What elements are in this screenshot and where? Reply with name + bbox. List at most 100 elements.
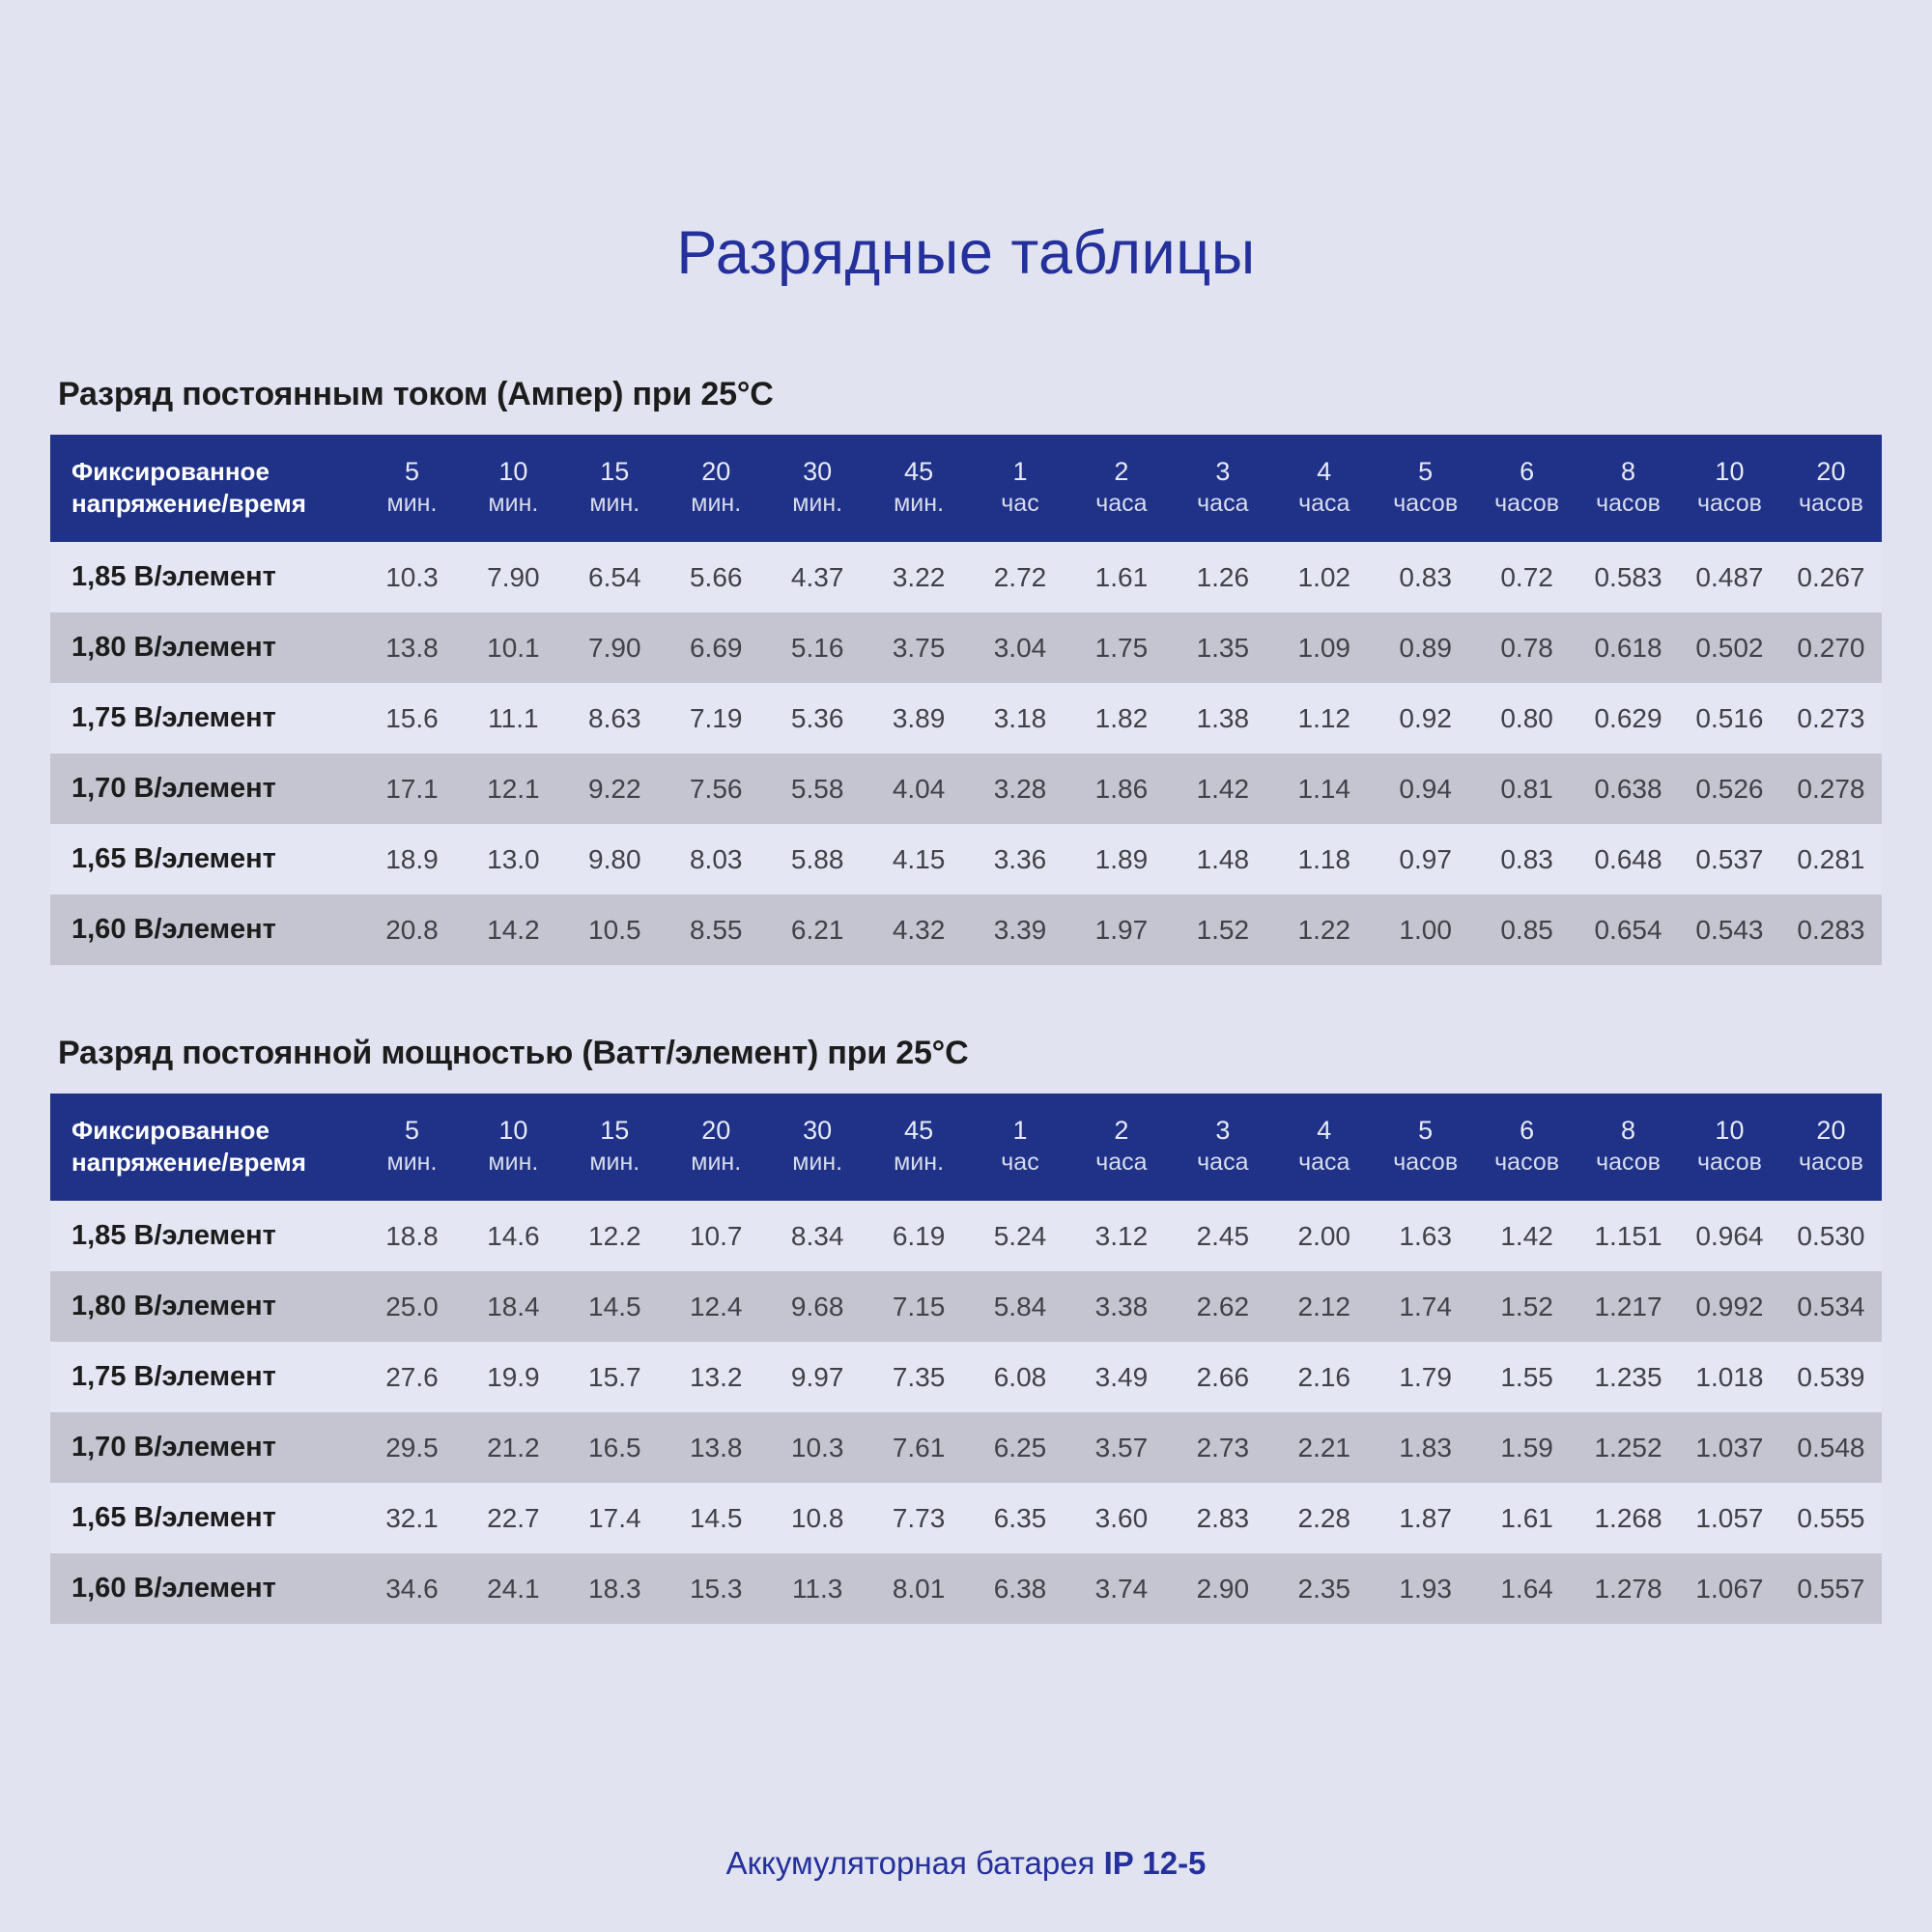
table-cell: 0.94 (1375, 753, 1477, 825)
table-cell: 0.81 (1476, 753, 1578, 825)
table-cell: 2.90 (1172, 1553, 1274, 1625)
table-cell: 10.8 (766, 1483, 868, 1554)
column-header-time-10: 5 часов (1375, 435, 1477, 543)
table-cell: 1.93 (1375, 1553, 1477, 1625)
time-unit: мин. (894, 1149, 945, 1177)
row-label-voltage: 1,75 В/элемент (50, 1342, 361, 1413)
time-number: 3 (1215, 457, 1231, 487)
table-cell: 0.85 (1476, 895, 1578, 966)
table-cell: 2.21 (1273, 1412, 1376, 1484)
table-cell: 2.16 (1273, 1342, 1376, 1413)
table-cell: 24.1 (462, 1553, 564, 1625)
row-label-voltage: 1,60 В/элемент (50, 895, 361, 966)
table-cell: 5.24 (969, 1201, 1071, 1272)
column-header-time-6: 1 час (969, 1094, 1071, 1202)
table-cell: 0.72 (1476, 542, 1578, 613)
table-cell: 20.8 (361, 895, 463, 966)
table-cell: 0.534 (1779, 1271, 1882, 1343)
table-cell: 0.964 (1678, 1201, 1780, 1272)
table-cell: 21.2 (462, 1412, 564, 1484)
time-unit: часов (1696, 490, 1762, 518)
row-label-voltage: 1,70 В/элемент (50, 753, 361, 825)
table-cell: 7.61 (867, 1412, 970, 1484)
table-cell: 1.52 (1172, 895, 1274, 966)
table-cell: 6.38 (969, 1553, 1071, 1625)
table-cell: 10.7 (665, 1201, 767, 1272)
footer-model: IP 12-5 (1103, 1845, 1207, 1881)
table-cell: 0.278 (1779, 753, 1882, 825)
table-cell: 2.00 (1273, 1201, 1376, 1272)
table-cell: 3.38 (1070, 1271, 1173, 1343)
time-number: 20 (1816, 1116, 1846, 1146)
table-row: 1,65 В/элемент 32.1 22.7 17.4 14.5 10.8 7.73 6.… (50, 1483, 1882, 1554)
table-cell: 1.018 (1678, 1342, 1780, 1413)
table-cell: 0.583 (1577, 542, 1679, 613)
table-cell: 1.067 (1678, 1553, 1780, 1625)
table-cell: 0.83 (1375, 542, 1477, 613)
table-cell: 9.97 (766, 1342, 868, 1413)
table-cell: 0.638 (1577, 753, 1679, 825)
table-cell: 13.8 (665, 1412, 767, 1484)
table-cell: 15.7 (563, 1342, 666, 1413)
table-row: 1,60 В/элемент 20.8 14.2 10.5 8.55 6.21 4.32 3.… (50, 895, 1882, 966)
table-cell: 0.526 (1678, 753, 1780, 825)
table-row: 1,75 В/элемент 15.6 11.1 8.63 7.19 5.36 3.89 3.… (50, 683, 1882, 754)
table-cell: 4.32 (867, 895, 970, 966)
table-cell: 6.35 (969, 1483, 1071, 1554)
table-cell: 8.03 (665, 824, 767, 895)
table-cell: 22.7 (462, 1483, 564, 1554)
page-title: Разрядные таблицы (676, 219, 1256, 287)
table-cell: 1.235 (1577, 1342, 1679, 1413)
column-header-time-11: 6 часов (1476, 435, 1578, 543)
table-cell: 10.5 (563, 895, 666, 966)
table-cell: 1.037 (1678, 1412, 1780, 1484)
table-cell: 13.8 (361, 612, 463, 684)
time-number: 10 (498, 457, 528, 487)
table-cell: 1.42 (1172, 753, 1274, 825)
table-cell: 1.057 (1678, 1483, 1780, 1554)
table-cell: 0.548 (1779, 1412, 1882, 1484)
time-unit: часов (1494, 1149, 1560, 1177)
time-number: 2 (1114, 457, 1129, 487)
table-cell: 7.56 (665, 753, 767, 825)
table-cell: 12.2 (563, 1201, 666, 1272)
table-cell: 1.42 (1476, 1201, 1578, 1272)
column-header-time-5: 45 мин. (867, 435, 970, 543)
time-unit: мин. (488, 1149, 539, 1177)
table-cell: 1.278 (1577, 1553, 1679, 1625)
time-unit: мин. (792, 1149, 843, 1177)
time-unit: мин. (589, 1149, 640, 1177)
table-cell: 5.66 (665, 542, 767, 613)
time-unit: мин. (488, 490, 539, 518)
time-unit: мин. (792, 490, 843, 518)
time-number: 1 (1012, 1116, 1028, 1146)
table-cell: 1.252 (1577, 1412, 1679, 1484)
table-cell: 3.36 (969, 824, 1071, 895)
table-cell: 0.516 (1678, 683, 1780, 754)
time-unit: часов (1393, 1149, 1459, 1177)
column-header-time-1: 10 мин. (462, 435, 564, 543)
table-cell: 16.5 (563, 1412, 666, 1484)
table-cell: 8.01 (867, 1553, 970, 1625)
time-unit: часов (1393, 490, 1459, 518)
table-cell: 9.80 (563, 824, 666, 895)
table-cell: 2.28 (1273, 1483, 1376, 1554)
time-unit: час (1001, 1149, 1039, 1177)
table-cell: 0.89 (1375, 612, 1477, 684)
time-number: 45 (904, 1116, 934, 1146)
table-cell: 0.83 (1476, 824, 1578, 895)
column-header-time-6: 1 час (969, 435, 1071, 543)
time-unit: часа (1197, 1149, 1249, 1177)
column-header-time-0: 5 мин. (361, 1094, 463, 1202)
table-body: 1,85 В/элемент 18.8 14.6 12.2 10.7 8.34 6.19 5.… (50, 1201, 1882, 1625)
table-cell: 18.4 (462, 1271, 564, 1343)
row-label-voltage: 1,65 В/элемент (50, 1483, 361, 1554)
column-header-line1: Фиксированное (71, 1116, 270, 1146)
time-number: 10 (1715, 1116, 1745, 1146)
table-cell: 1.61 (1476, 1483, 1578, 1554)
time-number: 30 (803, 1116, 833, 1146)
table-cell: 7.90 (563, 612, 666, 684)
table-cell: 13.0 (462, 824, 564, 895)
time-number: 4 (1317, 1116, 1332, 1146)
table-row: 1,80 В/элемент 13.8 10.1 7.90 6.69 5.16 3.75 3.… (50, 612, 1882, 684)
